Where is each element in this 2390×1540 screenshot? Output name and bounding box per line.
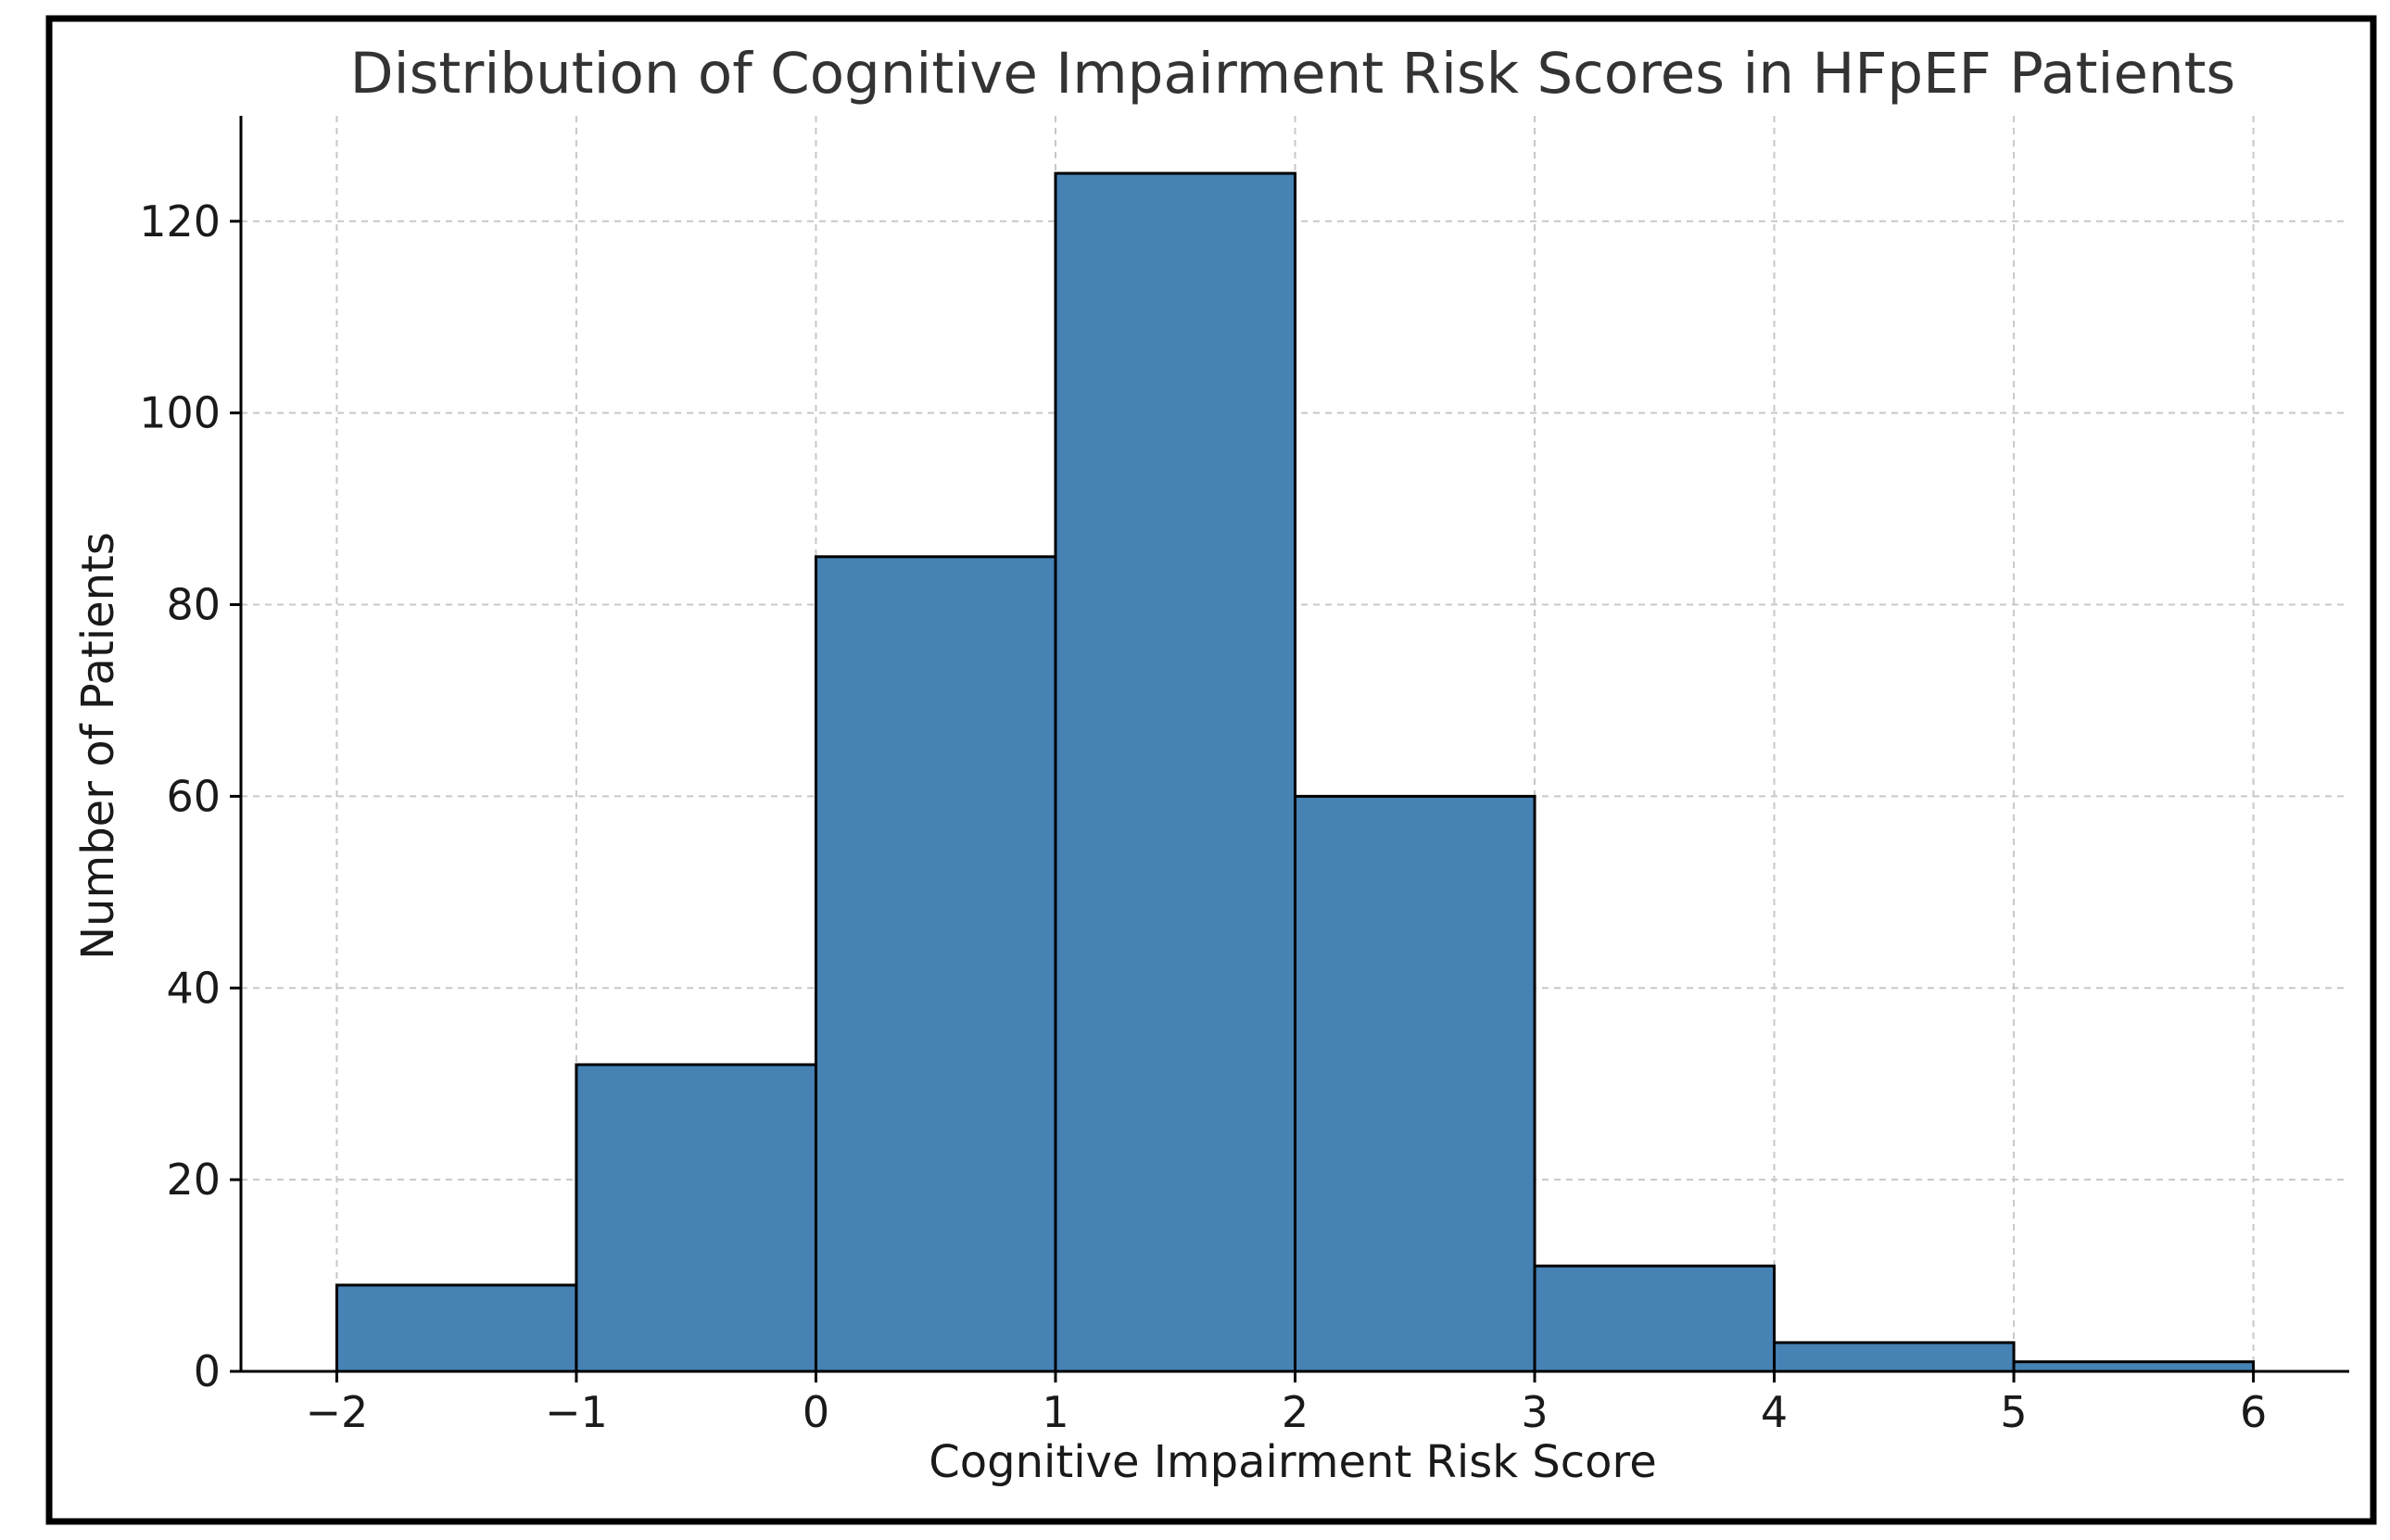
x-tick-label-1: −1 (545, 1387, 608, 1437)
y-tick-label-5: 100 (139, 388, 221, 438)
chart-title: Distribution of Cognitive Impairment Ris… (350, 41, 2236, 107)
x-tick-label-8: 6 (2240, 1387, 2267, 1437)
x-tick-label-3: 1 (1042, 1387, 1069, 1437)
x-axis-ticks: −2 −1 0 1 2 3 4 5 6 (306, 1371, 2267, 1437)
histogram-bar-1 (575, 1063, 817, 1373)
figure-border (45, 15, 2377, 1525)
histogram-bar-3 (1054, 171, 1297, 1373)
x-tick-label-5: 3 (1521, 1387, 1548, 1437)
y-tick-label-1: 20 (166, 1155, 221, 1205)
x-tick-label-0: −2 (306, 1387, 369, 1437)
y-tick-label-0: 0 (194, 1346, 221, 1396)
x-tick-label-2: 0 (803, 1387, 829, 1437)
y-tick-label-3: 60 (166, 771, 221, 821)
x-tick-label-6: 4 (1761, 1387, 1788, 1437)
y-tick-label-4: 80 (166, 580, 221, 630)
x-tick-label-4: 2 (1282, 1387, 1309, 1437)
x-tick-label-7: 5 (2000, 1387, 2027, 1437)
histogram-bar-4 (1294, 794, 1536, 1373)
bars (335, 171, 2256, 1373)
histogram-bar-7 (2012, 1360, 2256, 1373)
y-axis-ticks: 0 20 40 60 80 100 120 (139, 196, 241, 1396)
histogram-bar-0 (335, 1283, 578, 1373)
y-axis-label: Number of Patients (72, 532, 124, 960)
histogram-bar-5 (1533, 1264, 1777, 1373)
histogram-bar-6 (1773, 1341, 2016, 1373)
y-tick-label-6: 120 (139, 196, 221, 246)
histogram-bar-2 (814, 555, 1057, 1373)
y-tick-label-2: 40 (166, 963, 221, 1013)
x-axis-label: Cognitive Impairment Risk Score (929, 1436, 1656, 1488)
